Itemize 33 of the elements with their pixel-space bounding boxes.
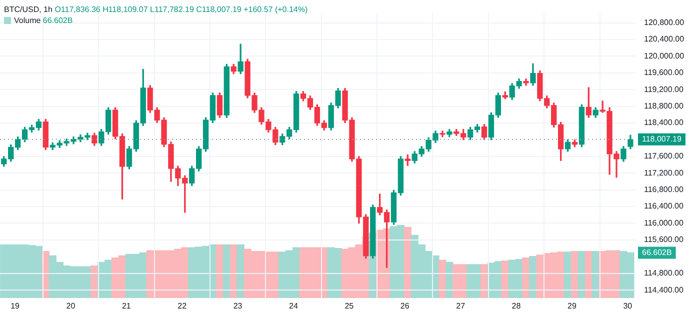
x-tick-label: 25	[344, 301, 354, 310]
text: 66.602B	[42, 16, 73, 25]
y-tick-label: 114,400.00	[644, 285, 684, 294]
y-tick-label: 116,000.00	[644, 218, 684, 228]
ref-line-label: 118,007.19	[642, 134, 682, 144]
y-tick-label: 120,400.00	[644, 34, 685, 44]
x-tick-label: 28	[512, 301, 522, 310]
y-tick-label: 115,600.00	[644, 235, 684, 244]
y-tick-label: 119,600.00	[644, 68, 684, 78]
x-tick-label: 26	[400, 301, 410, 310]
x-tick-label: 24	[289, 301, 298, 310]
x-tick-label: 22	[178, 301, 188, 310]
x-tick-label: 23	[233, 301, 243, 310]
y-tick-label: 117,600.00	[644, 152, 684, 161]
x-tick-label: 19	[10, 301, 20, 310]
x-tick-label: 30	[623, 301, 633, 310]
y-tick-label: 116,800.00	[644, 185, 684, 194]
y-tick-label: 118,400.00	[644, 118, 684, 128]
y-tick-label: 116,400.00	[644, 202, 684, 211]
x-tick-label: 29	[568, 301, 577, 310]
y-tick-label: 120,000.00	[644, 51, 685, 60]
y-tick-label: 119,200.00	[644, 84, 684, 94]
x-tick-label: 27	[456, 301, 466, 310]
x-tick-label: 20	[66, 301, 76, 310]
annotation: O117,836.36 H118,109.07 L117,782.19 C118,007.19 +160.57 (+0.14%)	[54, 5, 308, 14]
text: 66.602B	[642, 248, 672, 258]
y-tick-label: 120,800.00	[644, 18, 685, 28]
legend-label: Volume	[14, 16, 41, 25]
y-tick-label: 114,800.00	[644, 268, 684, 278]
x-tick-label: 21	[122, 301, 132, 310]
y-tick-label: 118,800.00	[644, 102, 684, 111]
chart-title: BTC/USD, 1h	[4, 5, 52, 14]
y-tick-label: 117,200.00	[644, 168, 684, 178]
